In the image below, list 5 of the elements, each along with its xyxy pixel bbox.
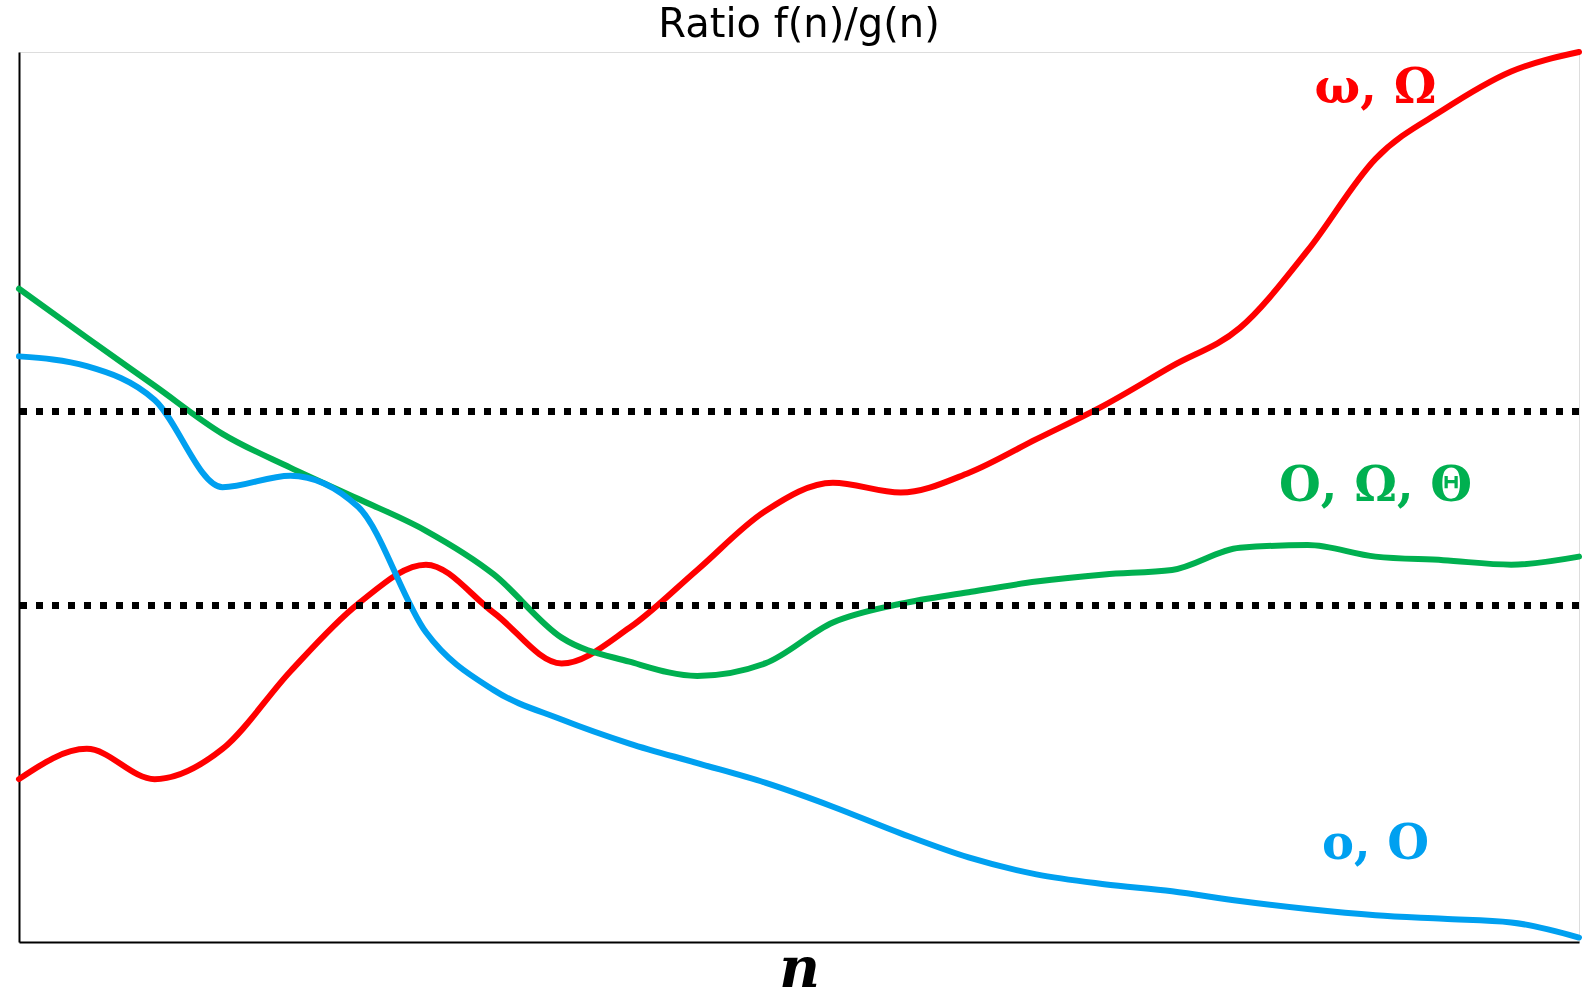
x-axis-title: n xyxy=(779,933,820,1000)
series-label: ω, Ω xyxy=(1314,57,1437,114)
series-label: ο, Ο xyxy=(1321,814,1430,871)
chart-title: Ratio f(n)/g(n) xyxy=(658,0,940,46)
series-label: Ο, Ω, Θ xyxy=(1278,455,1473,512)
